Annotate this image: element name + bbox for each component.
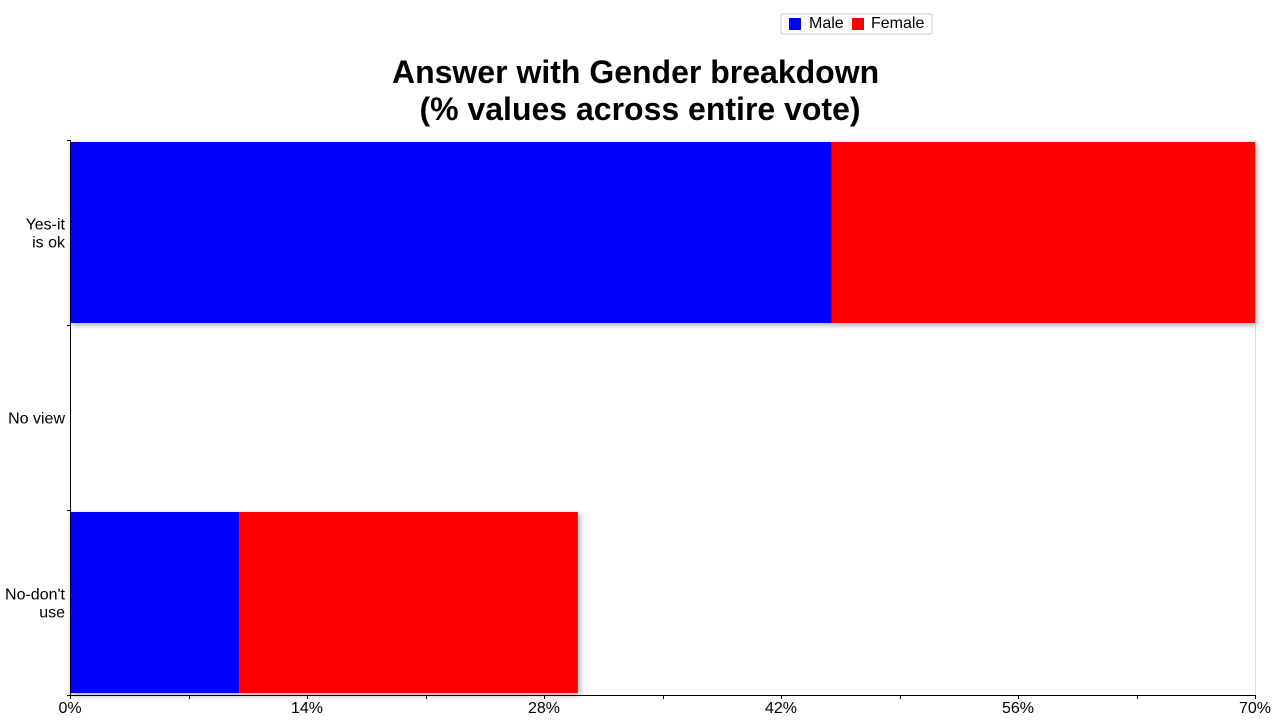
bar-group-0 xyxy=(70,142,1255,323)
legend-swatch-female xyxy=(852,18,864,30)
x-tick-label-1: 14% xyxy=(291,700,323,717)
x-tick-label-4: 56% xyxy=(1002,700,1034,717)
legend-label-male: Male xyxy=(809,15,844,32)
bar-female-2 xyxy=(239,512,578,693)
x-tick-label-5: 70% xyxy=(1239,700,1271,717)
bar-group-2 xyxy=(70,512,578,693)
chart-legend: Male Female xyxy=(780,13,933,35)
category-label-0: Yes-it is ok xyxy=(26,217,66,252)
x-axis-ticks: 0% 14% 28% 42% 56% 70% xyxy=(58,695,1271,717)
legend-swatch-male xyxy=(789,18,801,30)
x-tick-label-0: 0% xyxy=(58,700,81,717)
category-label-2: No-don't use xyxy=(5,587,66,622)
chart-title-line-1: Answer with Gender breakdown xyxy=(392,54,879,90)
legend-label-female: Female xyxy=(871,15,924,32)
bar-male-0 xyxy=(70,142,832,323)
bars-layer xyxy=(70,142,1255,693)
chart-title: Answer with Gender breakdown (% values a… xyxy=(392,54,888,127)
category-label-1: No view xyxy=(8,411,65,428)
bar-male-2 xyxy=(70,512,240,693)
chart-title-line-2: (% values across entire vote) xyxy=(419,91,860,127)
y-axis-ticks xyxy=(67,140,71,696)
x-tick-label-3: 42% xyxy=(765,700,797,717)
bar-female-0 xyxy=(831,142,1255,323)
x-tick-label-2: 28% xyxy=(528,700,560,717)
category-labels: Yes-it is ok No view No-don't use xyxy=(5,217,66,622)
